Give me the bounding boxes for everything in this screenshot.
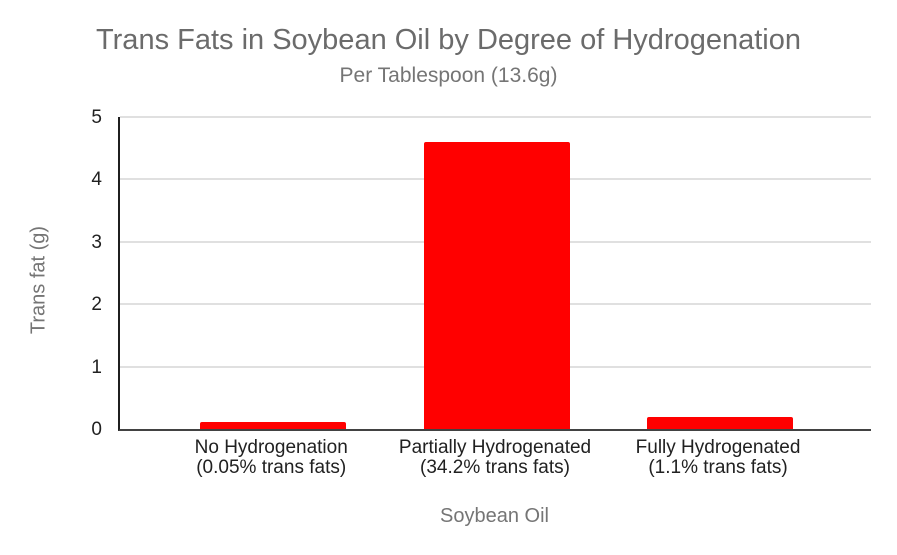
- x-category-label: Fully Hydrogenated (1.1% trans fats): [636, 438, 801, 477]
- bar: [424, 142, 570, 429]
- bar: [200, 422, 346, 429]
- y-tick-label: 2: [91, 294, 102, 316]
- x-category-label-line: No Hydrogenation: [194, 437, 348, 458]
- y-axis-ticks: 0 1 2 3 4 5: [40, 107, 102, 440]
- y-tick-label: 5: [91, 107, 102, 128]
- chart-subtitle: Per Tablespoon (13.6g): [339, 64, 558, 87]
- x-category-label: Partially Hydrogenated (34.2% trans fats): [399, 438, 591, 477]
- y-tick-label: 0: [91, 419, 102, 440]
- x-category-label-line: Fully Hydrogenated: [635, 437, 801, 458]
- x-category-label-line: (0.05% trans fats): [196, 456, 347, 478]
- y-tick-label: 1: [91, 356, 102, 378]
- y-tick-label: 4: [91, 169, 102, 191]
- plot-area: [118, 116, 871, 431]
- x-category-label: No Hydrogenation (0.05% trans fats): [195, 438, 348, 477]
- x-category-label-line: (1.1% trans fats): [648, 456, 788, 478]
- chart-title: Trans Fats in Soybean Oil by Degree of H…: [96, 24, 801, 56]
- x-category-label-line: (34.2% trans fats): [420, 456, 570, 478]
- y-tick-label: 3: [91, 231, 102, 253]
- gridline: [120, 116, 871, 118]
- x-axis-labels: No Hydrogenation (0.05% trans fats) Partia…: [118, 438, 871, 482]
- bar: [647, 417, 793, 429]
- x-axis-title: Soybean Oil: [440, 505, 549, 527]
- x-category-label-line: Partially Hydrogenated: [398, 437, 592, 458]
